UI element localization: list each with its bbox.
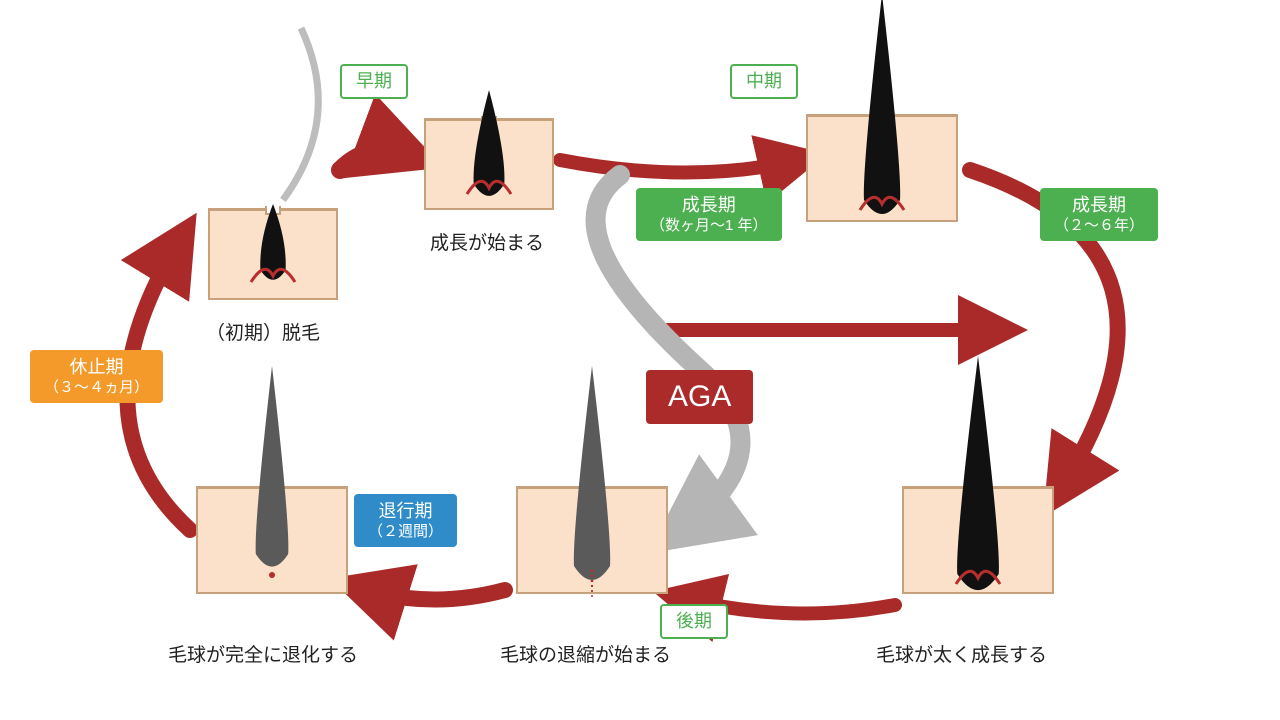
anagen-normal-badge: 成長期 （２〜６年） (1040, 188, 1158, 241)
caption-telogen: 毛球が完全に退化する (168, 640, 358, 667)
telogen-badge-sublabel: （３〜４ヵ月） (44, 379, 149, 398)
late-badge-badge: 後期 (660, 604, 728, 639)
stage-mid (806, 114, 958, 222)
stage-catagen (516, 486, 668, 594)
telogen-badge-badge: 休止期 （３〜４ヵ月） (30, 350, 163, 403)
stage-late (902, 486, 1054, 594)
anagen-normal-label: 成長期 (1072, 195, 1126, 215)
aga-badge: AGA (646, 370, 753, 424)
catagen-badge-sublabel: （２週間） (368, 523, 443, 542)
catagen-badge-badge: 退行期 （２週間） (354, 494, 457, 547)
early-badge-badge: 早期 (340, 64, 408, 99)
anagen-aga-badge: 成長期 （数ヶ月〜1 年） (636, 188, 782, 241)
mid-badge-badge: 中期 (730, 64, 798, 99)
caption-catagen: 毛球の退縮が始まる (500, 640, 671, 667)
catagen-badge-label: 退行期 (379, 501, 433, 521)
aga-label: AGA (668, 380, 731, 413)
telogen-badge-label: 休止期 (70, 357, 124, 377)
early-to-mid-arrow (560, 160, 800, 173)
stage-telogen (196, 486, 348, 594)
anagen-aga-sublabel: （数ヶ月〜1 年） (650, 217, 768, 236)
stage-early (424, 118, 554, 210)
initial-to-early-arrow (340, 150, 410, 170)
caption-initial: （初期）脱毛 (206, 318, 320, 345)
arrow-layer (0, 0, 1280, 720)
hair-layer (0, 0, 1280, 720)
caption-late: 毛球が太く成長する (876, 640, 1047, 667)
anagen-normal-sublabel: （２〜６年） (1054, 217, 1144, 236)
mid-badge-label: 中期 (746, 71, 782, 91)
caption-early: 成長が始まる (430, 228, 544, 255)
late-badge-label: 後期 (676, 611, 712, 631)
early-badge-label: 早期 (356, 71, 392, 91)
hair-initial-old (283, 28, 318, 200)
anagen-aga-label: 成長期 (682, 195, 736, 215)
catagen-to-telogen-arrow (360, 588, 505, 600)
stage-initial (208, 208, 338, 300)
